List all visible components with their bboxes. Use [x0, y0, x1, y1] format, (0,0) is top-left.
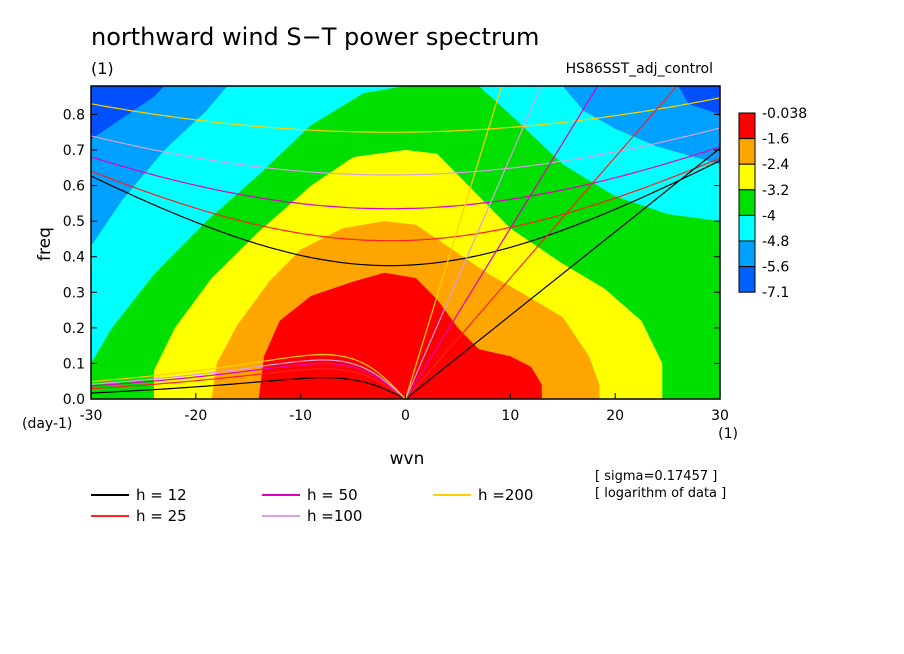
colorbar-label: -0.038: [762, 106, 807, 122]
colorbar-label: -5.6: [762, 260, 789, 276]
kelvin-line-h25: [405, 86, 678, 399]
x-tick-label: 10: [501, 408, 519, 424]
rossby-curve-h50: [91, 362, 406, 399]
dispersion-curves: [91, 86, 720, 399]
chart-subtitle: (1): [91, 59, 114, 78]
colorbar-label: -1.6: [762, 132, 789, 148]
y-axis: 0.0 0.1 0.2 0.3 0.4 0.5 0.6 0.7 0.8: [63, 107, 720, 408]
legend-label-1: h = 12: [136, 486, 187, 504]
contour-regions: [91, 86, 720, 399]
y-axis-unit: (day-1): [22, 416, 72, 432]
x-tick-label: 20: [606, 408, 624, 424]
y-tick-label: 0.1: [63, 356, 85, 372]
x-tick-label: 30: [711, 408, 729, 424]
rossby-curve-h12: [91, 377, 406, 399]
colorbar-label: -2.4: [762, 157, 789, 173]
y-tick-label: 0.3: [63, 285, 85, 301]
legend-label-5: h =200: [478, 486, 533, 504]
rossby-curve-h200: [91, 353, 406, 399]
ig-curve-h25: [91, 157, 720, 242]
y-tick-label: 0.5: [63, 214, 85, 230]
ig-curve-h50: [91, 146, 720, 210]
colorbar-swatch: [738, 240, 756, 268]
x-tick-label: 0: [401, 408, 410, 424]
kelvin-line-h12: [405, 147, 720, 399]
colorbar-swatch: [738, 189, 756, 216]
y-tick-label: 0.4: [63, 250, 85, 266]
y-axis-label: freq: [35, 227, 55, 261]
ig-curve-h12: [91, 160, 720, 267]
rossby-curve-h100: [91, 359, 406, 399]
y-tick-label: 0.6: [63, 179, 85, 195]
kelvin-line-h100: [404, 86, 542, 399]
sigma-note: [ sigma=0.17457 ]: [595, 469, 717, 484]
colorbar-swatch: [738, 138, 756, 165]
colorbar-swatch: [738, 112, 756, 140]
x-tick-label: -20: [184, 408, 207, 424]
ig-curve-h100: [91, 127, 720, 176]
chart-title: northward wind S−T power spectrum: [91, 23, 539, 51]
colorbar-label: -4: [762, 208, 776, 224]
x-axis-label: wvn: [390, 449, 425, 469]
colorbar-label: -4.8: [762, 234, 789, 250]
legend-label-3: h = 50: [307, 486, 358, 504]
contour-region-6: [258, 272, 542, 399]
x-axis-unit: (1): [718, 426, 738, 442]
ig-curve-h200: [91, 97, 720, 133]
y-tick-label: 0.7: [63, 143, 85, 159]
rossby-curve-h25: [91, 368, 406, 399]
y-tick-label: 0.2: [63, 321, 85, 337]
legend-label-4: h =100: [307, 507, 362, 525]
kelvin-line-h50: [404, 86, 599, 399]
colorbar-swatch: [738, 214, 756, 242]
legend-label-2: h = 25: [136, 507, 187, 525]
x-tick-label: -10: [289, 408, 312, 424]
colorbar-label: -7.1: [762, 285, 789, 301]
colorbar: -0.038 -1.6 -2.4 -3.2 -4 -4.8 -5.6 -7.1: [738, 106, 807, 301]
run-label: HS86SST_adj_control: [566, 61, 713, 77]
y-tick-label: 0.0: [63, 392, 85, 408]
colorbar-swatch: [738, 163, 756, 191]
x-tick-label: -30: [80, 408, 103, 424]
log-note: [ logarithm of data ]: [595, 486, 726, 501]
dispersion-legend: h = 12 h = 25 h = 50 h =100 h =200: [91, 486, 533, 525]
y-tick-label: 0.8: [63, 107, 85, 123]
colorbar-swatch: [738, 266, 756, 293]
x-axis: -30 -20 -10 0 10 20 30: [80, 393, 729, 424]
colorbar-label: -3.2: [762, 183, 789, 199]
kelvin-line-h200: [404, 86, 503, 399]
